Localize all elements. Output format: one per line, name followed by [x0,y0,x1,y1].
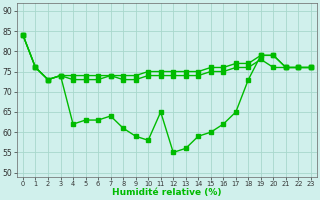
X-axis label: Humidité relative (%): Humidité relative (%) [112,188,222,197]
